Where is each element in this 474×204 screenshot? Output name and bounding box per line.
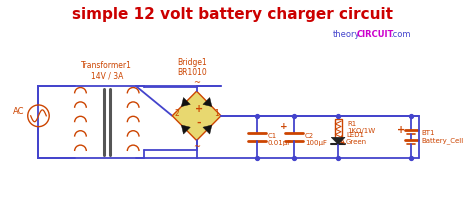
Polygon shape xyxy=(203,125,212,134)
Text: Transformer1
14V / 3A: Transformer1 14V / 3A xyxy=(82,61,132,80)
Polygon shape xyxy=(182,125,191,134)
Polygon shape xyxy=(331,137,345,144)
Polygon shape xyxy=(203,98,212,107)
Text: Bridge1
BR1010: Bridge1 BR1010 xyxy=(177,58,207,77)
Text: +: + xyxy=(397,125,405,135)
Text: CIRCUIT: CIRCUIT xyxy=(357,30,394,39)
Bar xyxy=(335,119,342,139)
Text: R1
1KΩ/1W: R1 1KΩ/1W xyxy=(347,121,375,134)
Text: C1
0.01μF: C1 0.01μF xyxy=(268,133,292,146)
Text: simple 12 volt battery charger circuit: simple 12 volt battery charger circuit xyxy=(72,7,393,22)
Text: .com: .com xyxy=(390,30,410,39)
Text: 1: 1 xyxy=(214,109,219,118)
Text: ~: ~ xyxy=(193,142,200,151)
Text: +: + xyxy=(280,122,287,131)
Polygon shape xyxy=(182,98,191,107)
Polygon shape xyxy=(172,91,221,141)
Text: BT1
Battery_Cell: BT1 Battery_Cell xyxy=(421,130,464,144)
Text: +: + xyxy=(194,104,202,114)
Text: LED1
Green: LED1 Green xyxy=(346,132,367,145)
Text: 2: 2 xyxy=(175,109,180,118)
Text: AC: AC xyxy=(13,107,25,116)
Text: theory: theory xyxy=(333,30,361,39)
Text: -: - xyxy=(196,118,201,128)
Text: C2
100μF: C2 100μF xyxy=(305,133,327,146)
Text: ~: ~ xyxy=(193,78,200,87)
